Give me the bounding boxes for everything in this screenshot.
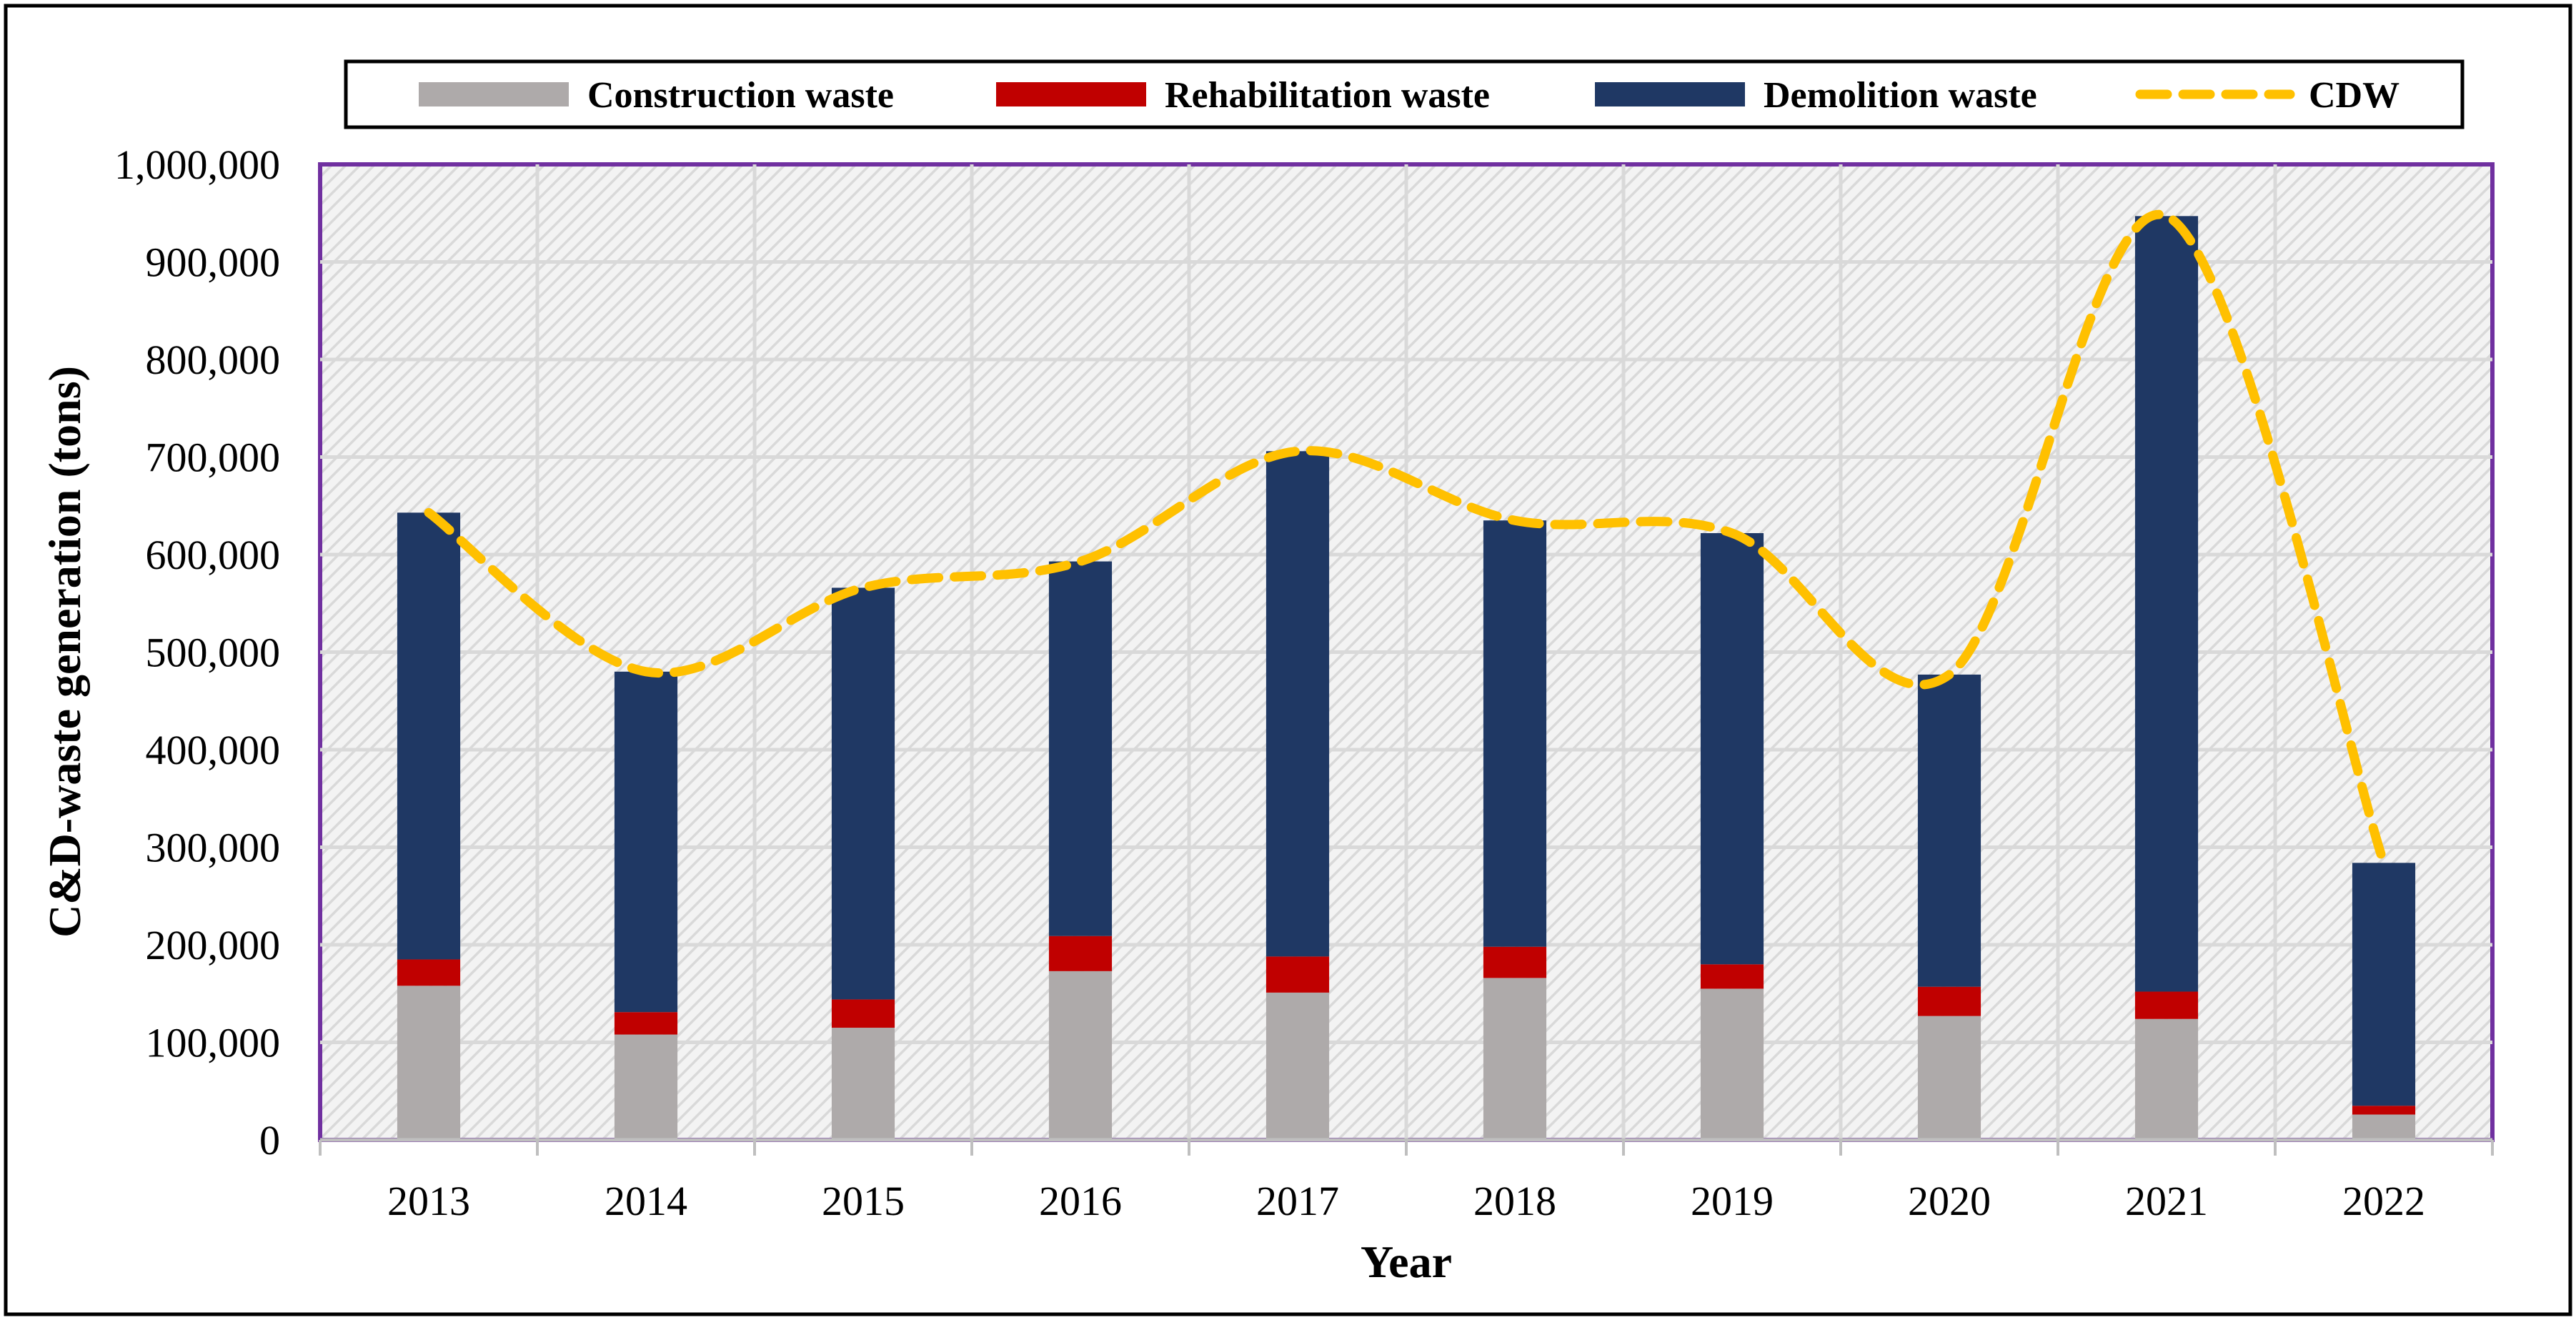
- bar-rehabilitation-waste: [1483, 946, 1547, 978]
- legend-label-construction-waste: Construction waste: [587, 75, 894, 116]
- legend: Construction waste Rehabilitation waste De…: [344, 59, 2465, 129]
- y-tick-label: 900,000: [146, 239, 281, 286]
- bar-rehabilitation-waste: [831, 999, 895, 1028]
- x-tick-label: 2016: [1039, 1178, 1122, 1224]
- legend-swatch-rehabilitation-waste: [996, 82, 1146, 106]
- bar-demolition-waste: [397, 512, 461, 960]
- bar-construction-waste: [2352, 1114, 2416, 1140]
- bar-rehabilitation-waste: [1700, 964, 1764, 989]
- bar-construction-waste: [614, 1034, 678, 1140]
- legend-swatch-demolition-waste: [1595, 82, 1745, 106]
- bar-construction-waste: [1048, 971, 1113, 1140]
- bar-rehabilitation-waste: [1265, 956, 1330, 993]
- y-tick-label: 1,000,000: [114, 142, 280, 188]
- bar-demolition-waste: [2352, 863, 2416, 1106]
- x-tick-label: 2014: [605, 1178, 687, 1224]
- y-tick-label: 300,000: [146, 825, 281, 871]
- bar-construction-waste: [1917, 1016, 1981, 1140]
- line-cdw: [424, 209, 2389, 868]
- bar-rehabilitation-waste: [2134, 991, 2199, 1019]
- bar-construction-waste: [1265, 992, 1330, 1140]
- bar-construction-waste: [1483, 978, 1547, 1140]
- bar-demolition-waste: [614, 671, 678, 1013]
- bar-construction-waste: [1700, 988, 1764, 1140]
- bar-construction-waste: [831, 1028, 895, 1140]
- y-tick-label: 700,000: [146, 435, 281, 481]
- legend-label-cdw: CDW: [2309, 75, 2400, 116]
- x-tick-label: 2020: [1908, 1178, 1991, 1224]
- bar-rehabilitation-waste: [397, 959, 461, 986]
- y-tick-label: 200,000: [146, 922, 281, 968]
- bar-construction-waste: [2134, 1018, 2199, 1140]
- x-axis-title: Year: [1361, 1236, 1452, 1287]
- legend-label-rehabilitation-waste: Rehabilitation waste: [1165, 75, 1490, 116]
- bar-demolition-waste: [1917, 674, 1981, 987]
- bar-rehabilitation-waste: [1048, 936, 1113, 971]
- x-tick-label: 2022: [2342, 1178, 2425, 1224]
- legend-box: [344, 59, 2465, 129]
- bars-layer: [397, 216, 2416, 1140]
- legend-label-demolition-waste: Demolition waste: [1764, 75, 2037, 116]
- bar-demolition-waste: [2134, 216, 2199, 992]
- x-tick-label: 2013: [387, 1178, 470, 1224]
- bar-demolition-waste: [1483, 520, 1547, 947]
- x-tick-label: 2019: [1691, 1178, 1774, 1224]
- gridlines: [320, 164, 2492, 1140]
- y-tick-label: 400,000: [146, 727, 281, 773]
- y-tick-label: 100,000: [146, 1020, 281, 1066]
- bar-demolition-waste: [1700, 532, 1764, 965]
- legend-swatch-construction-waste: [419, 82, 569, 106]
- cdw-line-layer: [424, 209, 2389, 868]
- x-tick-label: 2017: [1256, 1178, 1339, 1224]
- x-tick-label: 2015: [822, 1178, 905, 1224]
- y-axis: 0 100,000 200,000 300,000 400,000 500,000 600,…: [114, 142, 280, 1163]
- x-tick-label: 2021: [2125, 1178, 2208, 1224]
- bar-rehabilitation-waste: [614, 1012, 678, 1035]
- y-tick-label: 0: [259, 1117, 280, 1163]
- bar-demolition-waste: [831, 587, 895, 1000]
- bar-construction-waste: [397, 986, 461, 1140]
- bar-rehabilitation-waste: [2352, 1106, 2416, 1115]
- x-axis: 2013 2014 2015 2016 2017 2018 2019 2020 2021 2022: [319, 1138, 2494, 1224]
- y-tick-label: 800,000: [146, 337, 281, 383]
- y-axis-title: C&D-waste generation (tons): [39, 366, 90, 938]
- y-tick-label: 600,000: [146, 532, 281, 578]
- y-tick-label: 500,000: [146, 630, 281, 676]
- bar-demolition-waste: [1265, 451, 1330, 957]
- x-tick-label: 2018: [1473, 1178, 1556, 1224]
- bar-demolition-waste: [1048, 561, 1113, 936]
- bar-rehabilitation-waste: [1917, 986, 1981, 1016]
